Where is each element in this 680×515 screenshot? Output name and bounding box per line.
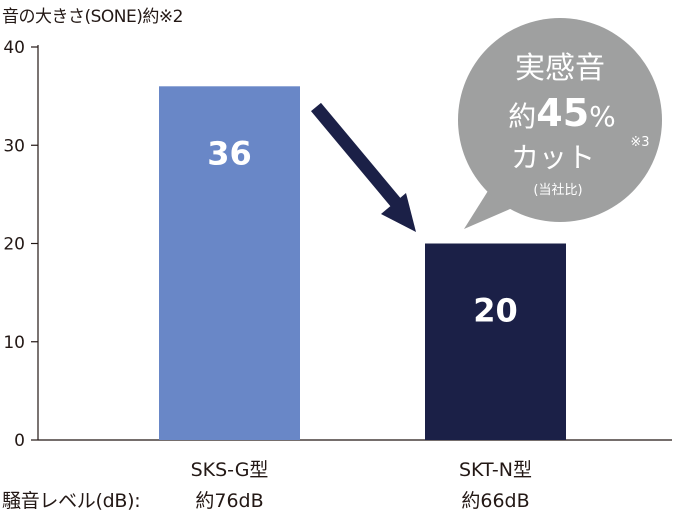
callout-note: (当社比)	[533, 182, 582, 198]
y-axis: 0 10 20 30 40	[3, 38, 672, 451]
bar	[425, 243, 566, 440]
callout-line3: カット	[511, 141, 595, 174]
y-tick-label: 0	[14, 431, 25, 451]
arrow-head	[381, 193, 416, 232]
noise-level-label: 約76dB	[195, 490, 264, 512]
noise-level-label: 約66dB	[461, 490, 530, 512]
reduction-arrow	[311, 102, 416, 232]
callout-circle	[458, 18, 662, 222]
y-tick-label: 20	[3, 235, 25, 255]
y-tick-label: 10	[3, 333, 25, 353]
bar	[159, 86, 300, 441]
arrow-shaft	[311, 102, 402, 209]
y-tick-label: 30	[3, 136, 25, 156]
y-tick-label: 40	[3, 38, 25, 58]
callout-footnote: ※3	[630, 135, 649, 150]
callout-line2: 約45%	[508, 91, 616, 135]
category-label: SKS-G型	[190, 459, 269, 481]
category-label: SKT-N型	[459, 459, 532, 481]
noise-level-row-label: 騒音レベル(dB):	[2, 490, 141, 512]
bar-value-label: 36	[207, 134, 252, 172]
bars: 36 20	[159, 86, 566, 441]
y-axis-label: 音の大きさ(SONE)約※2	[2, 7, 183, 27]
callout-line1: 実感音	[515, 51, 605, 86]
bar-value-label: 20	[473, 292, 518, 330]
